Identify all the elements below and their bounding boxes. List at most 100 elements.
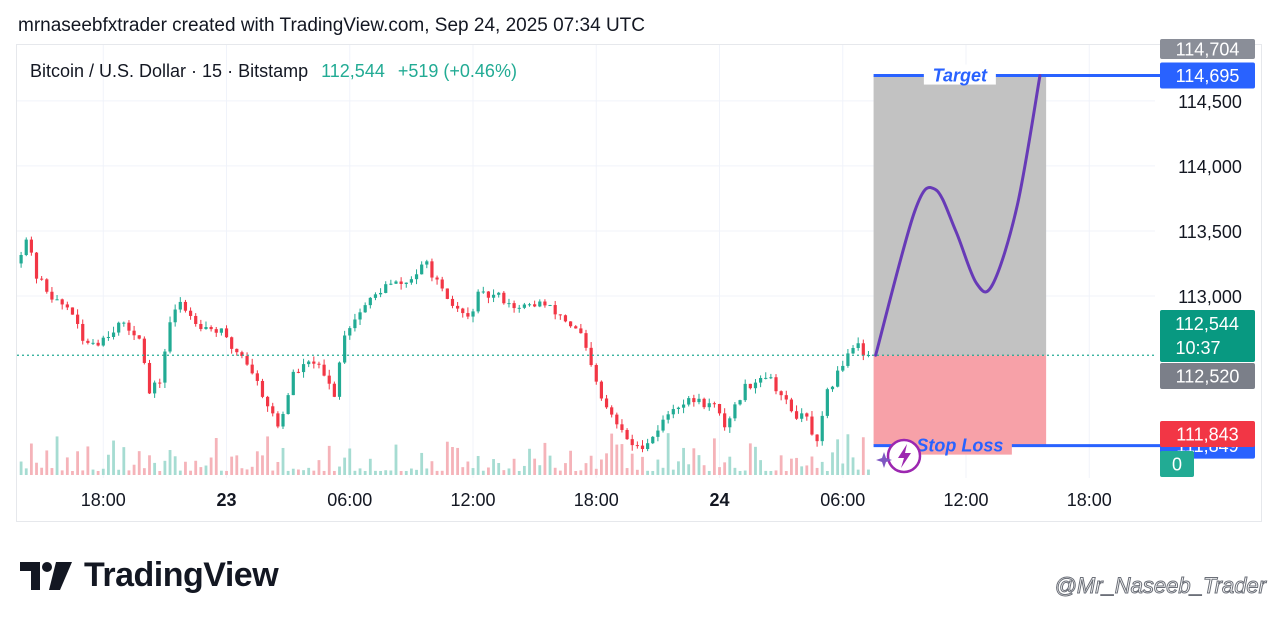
volume-bar-29 <box>168 450 172 475</box>
candle-body-54 <box>296 371 301 373</box>
candle-body-134 <box>707 403 711 408</box>
profit-zone <box>873 75 1047 356</box>
volume-bar-126 <box>666 433 670 475</box>
volume-bar-21 <box>127 470 131 475</box>
candle-body-65 <box>353 319 357 329</box>
volume-bar-137 <box>723 462 727 475</box>
x-tick-label-5: 24 <box>710 490 730 510</box>
volume-bar-150 <box>790 458 793 475</box>
volume-bar-101 <box>538 465 542 475</box>
volume-bar-3 <box>35 462 38 475</box>
candle-body-118 <box>625 429 629 440</box>
volume-bar-36 <box>204 465 208 475</box>
candle-body-119 <box>630 439 634 446</box>
candle-body-122 <box>646 443 650 450</box>
x-tick-label-4: 18:00 <box>574 490 619 510</box>
volume-bar-47 <box>261 455 264 475</box>
volume-bar-81 <box>435 470 439 475</box>
volume-bar-22 <box>132 464 136 475</box>
candle-body-128 <box>676 407 681 410</box>
volume-bar-107 <box>569 450 572 475</box>
volume-bar-104 <box>553 467 557 475</box>
candle-body-103 <box>548 305 552 307</box>
volume-bar-129 <box>682 447 685 475</box>
candle-body-93 <box>497 292 501 295</box>
x-tick-label-7: 12:00 <box>943 490 988 510</box>
volume-bar-64 <box>348 448 352 475</box>
tag-red: 111,843 <box>1176 425 1238 445</box>
volume-bar-2 <box>29 443 33 475</box>
candle-body-147 <box>774 377 778 392</box>
volume-bar-43 <box>240 468 244 475</box>
volume-bar-88 <box>471 468 475 475</box>
volume-bar-39 <box>219 470 223 475</box>
candle-body-5 <box>45 279 49 292</box>
candle-body-89 <box>476 291 480 312</box>
volume-bar-46 <box>255 451 259 475</box>
candle-body-90 <box>481 291 485 293</box>
candle-body-91 <box>486 291 491 298</box>
candle-body-56 <box>307 361 311 365</box>
candle-body-37 <box>209 326 213 330</box>
candle-body-109 <box>579 328 583 334</box>
trade-zones <box>873 75 1047 446</box>
tag-volume: 0 <box>1172 455 1182 475</box>
volume-bar-95 <box>507 468 511 475</box>
volume-bar-19 <box>117 469 121 475</box>
candle-body-117 <box>620 424 624 430</box>
candle-body-154 <box>810 416 814 435</box>
volume-bar-28 <box>163 460 167 475</box>
target-label-bg <box>923 64 996 85</box>
volume-bars <box>19 433 870 475</box>
candle-body-123 <box>651 436 655 444</box>
volume-bar-42 <box>235 455 239 475</box>
candle-body-130 <box>687 398 691 405</box>
volume-bar-27 <box>158 470 162 475</box>
volume-bar-158 <box>831 452 834 475</box>
candle-body-131 <box>692 398 696 403</box>
candle-body-49 <box>271 406 275 414</box>
volume-bar-73 <box>394 444 398 475</box>
candle-body-102 <box>543 301 547 306</box>
volume-bar-146 <box>769 470 773 475</box>
volume-bar-144 <box>759 460 763 475</box>
target-label: Target <box>933 66 988 86</box>
volume-bar-38 <box>214 437 218 475</box>
volume-bar-154 <box>810 456 814 475</box>
candle-body-14 <box>91 342 95 344</box>
volume-bar-40 <box>225 470 228 475</box>
candle-body-50 <box>276 413 280 427</box>
candle-body-85 <box>456 305 460 309</box>
candle-body-33 <box>188 310 193 316</box>
volume-bar-37 <box>209 457 213 475</box>
volume-bar-113 <box>600 459 603 475</box>
volume-bar-6 <box>50 468 54 475</box>
x-tick-label-2: 06:00 <box>327 490 372 510</box>
candle-body-120 <box>635 445 639 447</box>
volume-bar-117 <box>620 444 624 475</box>
sparkle-icon <box>876 452 892 468</box>
candle-body-18 <box>111 332 116 337</box>
volume-bar-69 <box>374 470 377 475</box>
candle-body-17 <box>106 336 111 338</box>
volume-bar-133 <box>702 465 706 475</box>
candle-body-72 <box>389 283 393 285</box>
candle-body-158 <box>830 386 835 390</box>
volume-bar-132 <box>697 455 701 475</box>
candle-body-21 <box>127 322 131 331</box>
volume-bar-136 <box>718 467 721 475</box>
volume-bar-13 <box>86 446 90 475</box>
candle-body-92 <box>491 294 496 298</box>
volume-bar-157 <box>825 470 829 475</box>
volume-bar-79 <box>425 468 429 475</box>
candle-body-135 <box>712 403 716 405</box>
volume-bar-50 <box>276 461 280 475</box>
volume-bar-53 <box>291 468 295 475</box>
tag-target: 114,695 <box>1176 66 1240 86</box>
candle-body-142 <box>748 383 752 389</box>
stop-label: Stop Loss <box>916 436 1003 456</box>
volume-bar-15 <box>96 470 100 475</box>
candle-body-79 <box>425 261 429 265</box>
chart-frame[interactable] <box>16 44 1262 522</box>
